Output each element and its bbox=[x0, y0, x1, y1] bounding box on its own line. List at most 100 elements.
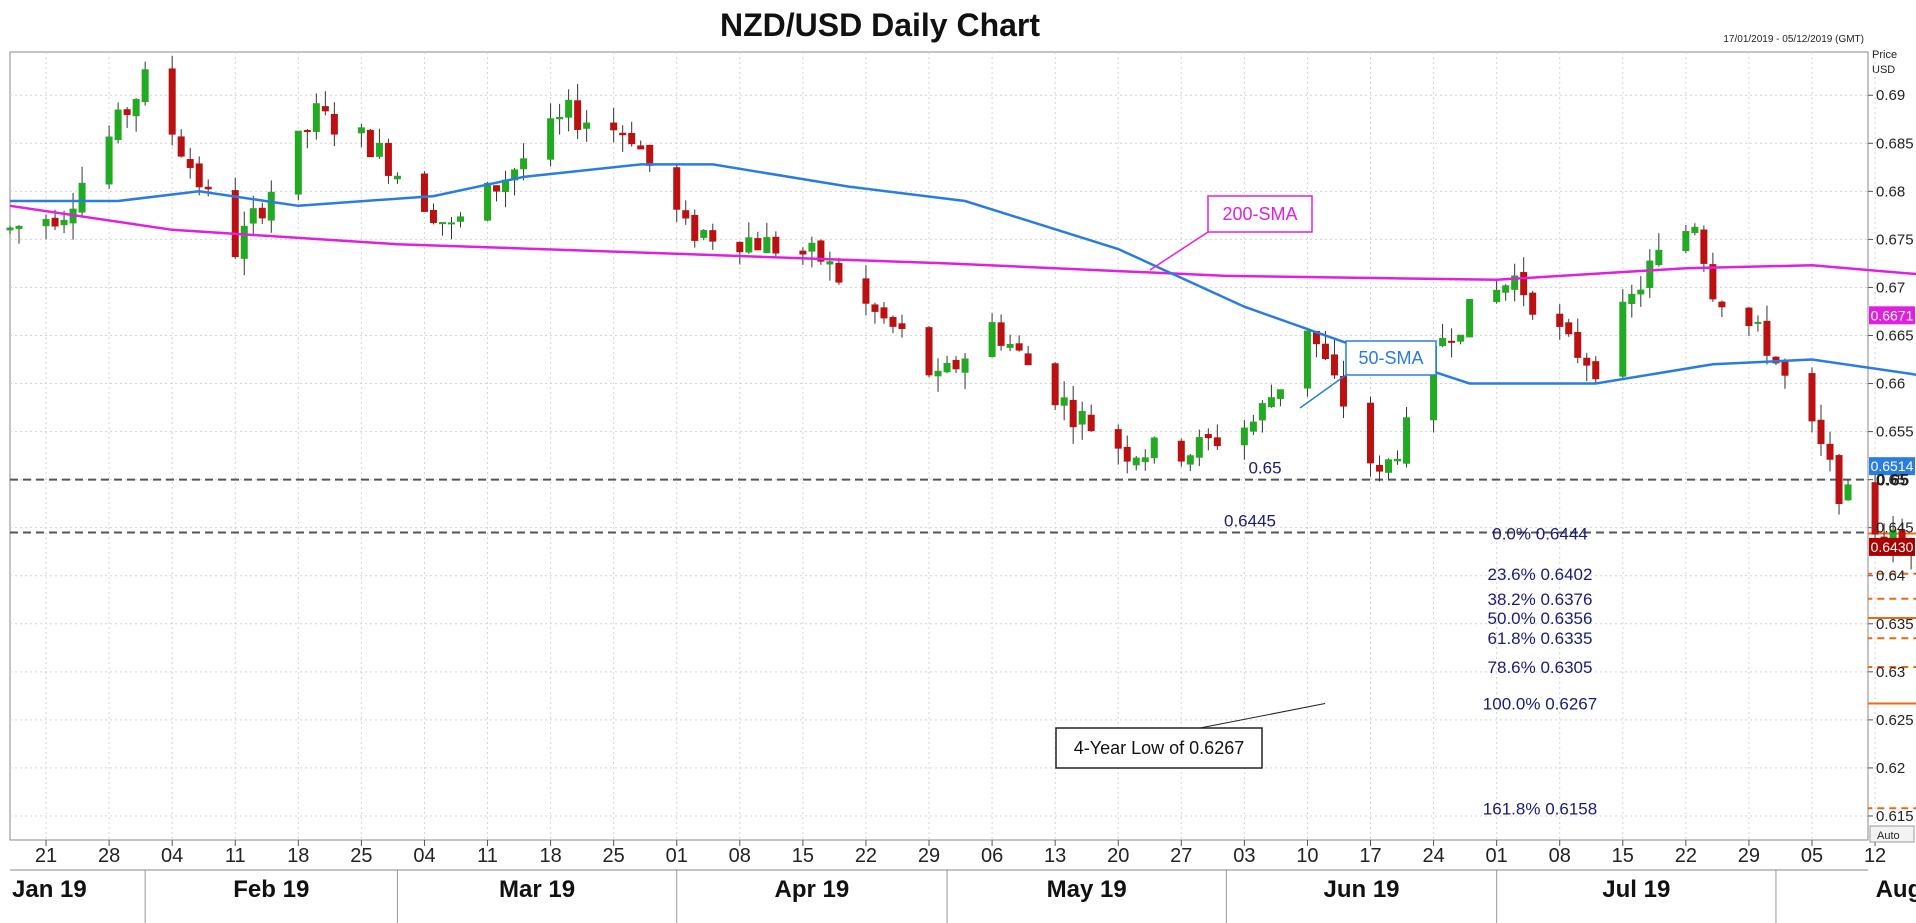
candle-bear bbox=[1835, 455, 1843, 505]
candle-bull bbox=[1439, 337, 1447, 347]
candle-bull bbox=[808, 242, 816, 252]
candle-bull bbox=[393, 175, 401, 180]
candle-bull bbox=[42, 219, 50, 227]
x-tick-label: 05 bbox=[1801, 845, 1823, 867]
sma200-line bbox=[9, 204, 1916, 282]
x-tick-label: 11 bbox=[225, 845, 246, 867]
fib-pct: 100.0% bbox=[1483, 695, 1545, 714]
candle-bull bbox=[1186, 455, 1194, 465]
candle-bear bbox=[1583, 357, 1591, 366]
y-tick-label: 0.675 bbox=[1876, 231, 1914, 248]
candle-bear bbox=[1718, 301, 1726, 308]
candle-bear bbox=[1700, 229, 1708, 264]
fib-value: 0.6158 bbox=[1545, 799, 1597, 818]
date-range-label: 17/01/2019 - 05/12/2019 (GMT) bbox=[1723, 34, 1864, 45]
x-tick-label: 24 bbox=[1422, 845, 1444, 867]
y-tick-label: 0.62 bbox=[1876, 760, 1905, 777]
candle-bull bbox=[375, 142, 383, 157]
candle-bear bbox=[997, 322, 1005, 346]
x-tick-label: 08 bbox=[729, 845, 751, 867]
x-tick-label: 22 bbox=[855, 845, 877, 867]
x-tick-label: 01 bbox=[666, 845, 688, 867]
annotations: 200-SMA 50-SMA 4-Year Low of 0.6267 bbox=[1055, 195, 1437, 769]
x-month-label: Apr 19 bbox=[775, 876, 850, 903]
candle-bull bbox=[1060, 397, 1068, 406]
x-tick-label: 21 bbox=[35, 845, 57, 867]
candle-bull bbox=[556, 116, 564, 120]
candle-bull bbox=[141, 69, 149, 103]
x-tick-label: 28 bbox=[98, 845, 120, 867]
candle-bull bbox=[745, 237, 753, 253]
y-tick-label: 0.67 bbox=[1876, 279, 1905, 296]
fib-value: 0.6267 bbox=[1545, 695, 1597, 714]
y-tick-label: 0.685 bbox=[1876, 135, 1914, 152]
candle-bear bbox=[835, 262, 843, 283]
candle-bull bbox=[1267, 397, 1275, 408]
candle-bull bbox=[1303, 330, 1311, 389]
price-axis-unit: USD bbox=[1872, 64, 1895, 76]
candle-bull bbox=[1619, 301, 1627, 377]
date-axis-ticks: 21 28 04 11 18 25 04 11 18 25 01 08 15 22 29 06 13 20 27 03… bbox=[12, 840, 1916, 923]
candle-bull bbox=[520, 158, 528, 170]
candle-bear bbox=[258, 207, 266, 219]
candle-bull bbox=[294, 130, 302, 195]
x-tick-label: 08 bbox=[1549, 845, 1571, 867]
candle-bear bbox=[673, 167, 681, 210]
sma200-callout-leader bbox=[1149, 231, 1209, 271]
candle-bear bbox=[952, 359, 960, 370]
moving-averages: 0.6671 0.6514 0.6430 bbox=[9, 163, 1916, 556]
price-axis-ticks: 0.69 0.685 0.68 0.675 0.67 0.665 0.66 0.655 0.65… bbox=[1868, 87, 1914, 825]
fib-value: 0.6376 bbox=[1540, 590, 1592, 609]
candle-bull bbox=[1646, 260, 1654, 289]
y-tick-label: 0.615 bbox=[1876, 808, 1914, 825]
y-tick-label: 0.69 bbox=[1876, 87, 1905, 104]
sma200-callout-box bbox=[1207, 195, 1313, 233]
level-label: 0.6445 bbox=[1224, 511, 1276, 530]
current-price-label: 0.6430 bbox=[1871, 539, 1914, 555]
candle-bear bbox=[1367, 402, 1375, 464]
candle-bull bbox=[132, 99, 140, 117]
candle-bull bbox=[1258, 403, 1266, 421]
level-axis-label: 0.65 bbox=[1876, 471, 1909, 490]
fib-label: 50.0% 0.6356 bbox=[1488, 609, 1593, 628]
fib-pct: 38.2% bbox=[1488, 590, 1541, 609]
x-tick-label: 10 bbox=[1296, 845, 1318, 867]
auto-scale-button[interactable] bbox=[1869, 825, 1915, 843]
x-month-label: Jun 19 bbox=[1323, 876, 1399, 903]
candle-bull bbox=[1006, 343, 1014, 348]
candle-bull bbox=[457, 216, 464, 222]
x-tick-label: 18 bbox=[287, 845, 309, 867]
low-callout-leader bbox=[1199, 703, 1326, 729]
x-tick-label: 27 bbox=[1170, 845, 1192, 867]
candle-bull bbox=[438, 222, 446, 225]
candle-bull bbox=[105, 136, 113, 185]
candle-bull bbox=[1493, 289, 1501, 303]
candle-bear bbox=[1529, 292, 1537, 315]
candle-bull bbox=[583, 122, 591, 129]
candle-bear bbox=[889, 316, 897, 327]
candle-bear bbox=[772, 236, 780, 254]
x-month-label: May 19 bbox=[1047, 876, 1127, 903]
candle-bear bbox=[691, 214, 699, 241]
candle-bear bbox=[1871, 482, 1879, 535]
candle-bear bbox=[1177, 440, 1185, 462]
candle-bear bbox=[1565, 322, 1573, 335]
fib-pct: 23.6% bbox=[1488, 565, 1541, 584]
plot-frame bbox=[9, 51, 1869, 841]
candle-bear bbox=[384, 142, 392, 176]
sma200-callout-text: 200-SMA bbox=[1222, 204, 1297, 224]
candle-bear bbox=[898, 323, 906, 329]
candle-bear bbox=[429, 209, 437, 223]
candle-bear bbox=[1808, 373, 1816, 422]
fib-label: 78.6% 0.6305 bbox=[1488, 658, 1593, 677]
candle-bear bbox=[1556, 313, 1564, 327]
candle-bear bbox=[1763, 320, 1771, 356]
candle-bull bbox=[1754, 321, 1762, 324]
x-tick-label: 01 bbox=[1486, 845, 1508, 867]
candle-bear bbox=[1213, 437, 1221, 447]
candle-bear bbox=[619, 132, 627, 136]
candle-bear bbox=[303, 130, 311, 133]
candle-bull bbox=[1385, 459, 1393, 473]
candle-bull bbox=[240, 225, 248, 259]
sma50-callout-leader bbox=[1299, 374, 1347, 409]
